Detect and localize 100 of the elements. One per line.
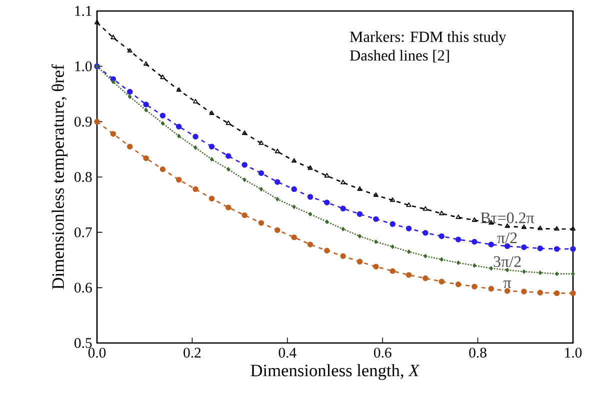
point [340, 206, 346, 212]
point [537, 290, 544, 296]
point [126, 144, 133, 150]
point [143, 61, 149, 66]
point [472, 263, 476, 268]
point [127, 48, 132, 53]
annotation: Dashed lines [2] [350, 50, 449, 63]
point [424, 254, 428, 258]
point [472, 284, 478, 290]
point [555, 272, 559, 276]
point [373, 264, 379, 270]
point [489, 266, 493, 271]
point [390, 268, 396, 274]
point [274, 179, 280, 185]
y-axis-title: Dimensionless temperature, θref [52, 64, 68, 290]
point [324, 173, 330, 178]
point [192, 134, 198, 140]
series-label: π [503, 280, 512, 288]
y-tick-label: 1.0 [75, 61, 92, 72]
x-tick-label: 0.2 [184, 348, 201, 358]
x-tick-label: 0.0 [88, 348, 106, 358]
point [291, 186, 297, 192]
point [521, 244, 527, 250]
series-label: Bτ=0.2π [480, 212, 534, 224]
point [422, 206, 428, 211]
point [128, 94, 132, 99]
y-tick-label: 0.5 [74, 338, 92, 348]
point [94, 20, 100, 24]
point [438, 233, 444, 240]
point [160, 166, 166, 172]
point [208, 196, 215, 202]
point [276, 196, 280, 202]
point [274, 227, 280, 233]
point [274, 148, 280, 154]
point [325, 220, 329, 224]
point [422, 230, 428, 236]
point [358, 234, 362, 238]
point [194, 145, 198, 150]
point [571, 272, 575, 276]
point [456, 214, 461, 220]
point [422, 275, 428, 282]
point [94, 118, 100, 125]
point [406, 272, 412, 278]
point [570, 290, 576, 296]
point [554, 226, 560, 231]
x-tick-label: 0.6 [374, 348, 392, 358]
point [324, 200, 330, 206]
point [554, 290, 560, 296]
point [111, 80, 115, 84]
series-label: 3π/2 [494, 256, 521, 268]
point [226, 120, 231, 125]
point [192, 98, 198, 104]
point [504, 288, 510, 294]
point [210, 157, 214, 162]
point [538, 270, 542, 275]
y-tick-label: 0.6 [74, 282, 92, 293]
point [308, 165, 313, 170]
point [554, 246, 560, 252]
point [504, 243, 510, 250]
point [258, 170, 264, 176]
point [110, 34, 116, 40]
point [110, 130, 116, 137]
point [440, 257, 444, 262]
point [242, 212, 248, 218]
point [522, 269, 526, 274]
point [356, 211, 363, 217]
point [292, 204, 296, 210]
point [374, 240, 378, 244]
point [390, 221, 396, 227]
series-label: π/2 [497, 232, 517, 244]
point [192, 186, 198, 192]
point [258, 220, 264, 226]
x-tick-label: 0.4 [278, 348, 296, 358]
point [143, 102, 149, 108]
point [242, 162, 248, 168]
point [406, 202, 412, 207]
point [504, 223, 510, 228]
point [521, 288, 527, 294]
annotation: Markers: FDM this study [350, 31, 506, 46]
point [390, 244, 394, 249]
point [160, 112, 166, 118]
x-tick-label: 0.8 [469, 348, 486, 358]
y-tick-label: 0.7 [74, 227, 92, 238]
point [438, 278, 444, 284]
point [226, 167, 230, 172]
point [570, 246, 576, 252]
point [176, 87, 182, 92]
point [406, 226, 412, 232]
point [488, 242, 494, 248]
point [258, 140, 264, 145]
point [209, 110, 214, 116]
point [488, 286, 494, 292]
y-tick-label: 0.8 [74, 172, 92, 182]
point [242, 130, 248, 135]
point [455, 281, 462, 288]
point [356, 258, 363, 265]
point [373, 216, 379, 222]
point [308, 212, 312, 216]
point [472, 238, 478, 245]
point [456, 260, 460, 265]
